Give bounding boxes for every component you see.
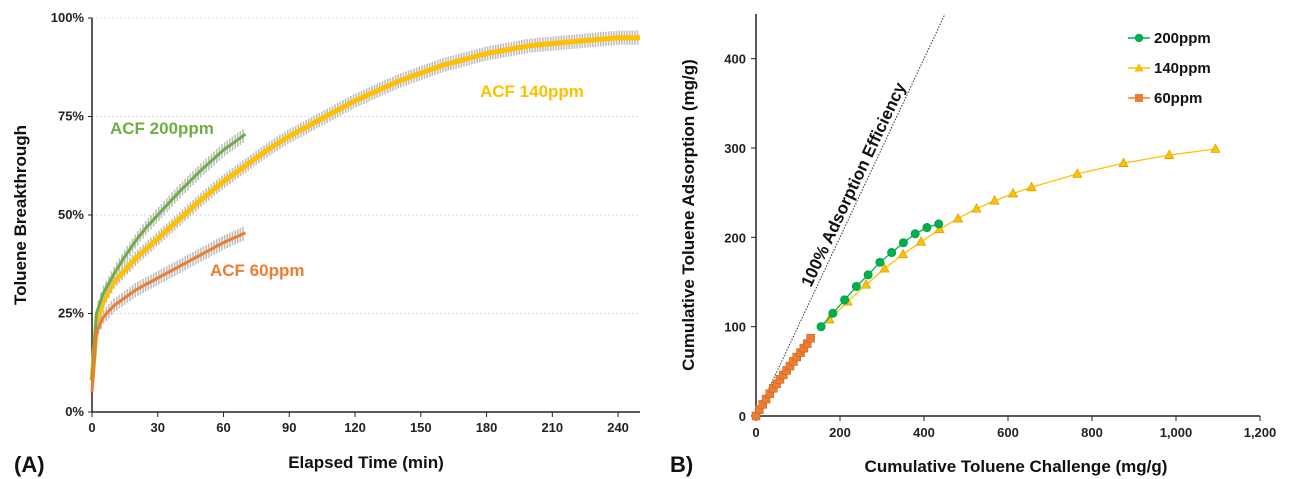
y-tick-label-b: 200 xyxy=(724,230,746,245)
series-line-acf-200ppm xyxy=(90,132,247,381)
y-tick-label-b: 400 xyxy=(724,52,746,67)
x-tick-label-a: 120 xyxy=(344,420,366,435)
x-tick-label-a: 240 xyxy=(607,420,629,435)
marker-140ppm xyxy=(879,262,890,273)
marker-140ppm xyxy=(915,236,927,246)
y-tick-label-a: 75% xyxy=(58,109,84,124)
marker-140ppm xyxy=(1026,181,1037,192)
series-line-acf-60ppm xyxy=(90,231,247,393)
legend-label-60ppm: 60ppm xyxy=(1154,90,1202,107)
y-axis-title-b: Cumulative Toluene Adsorption (mg/g) xyxy=(679,59,698,371)
marker-200ppm xyxy=(816,322,826,332)
marker-200ppm xyxy=(910,229,920,239)
y-tick-label-a: 0% xyxy=(65,404,84,419)
x-tick-label-b: 800 xyxy=(1081,425,1103,440)
marker-140ppm xyxy=(989,195,1000,205)
legend-label-200ppm: 200ppm xyxy=(1154,30,1211,47)
legend-marker-140ppm xyxy=(1134,63,1144,72)
marker-140ppm xyxy=(897,248,909,259)
legend-label-140ppm: 140ppm xyxy=(1154,60,1211,77)
series-annotation-1: ACF 140ppm xyxy=(480,82,584,101)
x-tick-label-b: 600 xyxy=(997,425,1019,440)
x-tick-label-b: 1,200 xyxy=(1244,425,1277,440)
x-tick-label-a: 180 xyxy=(476,420,498,435)
marker-200ppm xyxy=(863,270,873,280)
x-tick-label-a: 90 xyxy=(282,420,296,435)
marker-200ppm xyxy=(828,308,838,318)
marker-140ppm xyxy=(1210,143,1221,153)
marker-200ppm xyxy=(887,248,897,258)
x-tick-label-a: 30 xyxy=(151,420,165,435)
x-tick-label-b: 0 xyxy=(752,425,759,440)
panel-b-chart: 0 100 200 300 400 0 200 400 600 800 1,000 1,200 Cumu… xyxy=(679,13,1277,476)
legend-marker-60ppm xyxy=(1135,94,1143,102)
x-tick-label-b: 400 xyxy=(913,425,935,440)
marker-200ppm xyxy=(875,257,885,267)
marker-60ppm xyxy=(806,334,815,343)
y-tick-label-b: 300 xyxy=(724,141,746,156)
marker-140ppm xyxy=(1007,187,1019,198)
panel-b-label: B) xyxy=(670,452,693,477)
marker-200ppm xyxy=(898,238,908,248)
y-tick-label-a: 100% xyxy=(51,10,85,25)
x-tick-label-a: 0 xyxy=(88,420,95,435)
marker-140ppm xyxy=(934,223,945,234)
series-line-acf-140ppm xyxy=(89,35,640,381)
panel-a-label: (A) xyxy=(14,452,45,477)
series-line-140ppm xyxy=(829,148,1216,320)
series-annotation-0: ACF 200ppm xyxy=(110,119,214,138)
marker-140ppm xyxy=(824,313,835,324)
x-axis-title-b: Cumulative Toluene Challenge (mg/g) xyxy=(865,457,1168,476)
marker-140ppm xyxy=(1072,168,1083,178)
marker-200ppm xyxy=(840,295,850,305)
marker-140ppm xyxy=(952,212,964,223)
marker-200ppm xyxy=(922,223,932,233)
marker-140ppm xyxy=(971,203,982,213)
reference-line-label: 100% Adsorption Efficiency xyxy=(797,79,909,290)
series-annotation-2: ACF 60ppm xyxy=(210,261,304,280)
x-tick-label-a: 150 xyxy=(410,420,432,435)
x-tick-label-b: 200 xyxy=(829,425,851,440)
y-tick-label-a: 50% xyxy=(58,207,84,222)
marker-200ppm xyxy=(934,219,944,229)
marker-200ppm xyxy=(851,281,861,291)
x-axis-title-a: Elapsed Time (min) xyxy=(288,453,444,472)
y-tick-label-a: 25% xyxy=(58,306,84,321)
x-tick-label-a: 210 xyxy=(541,420,563,435)
x-tick-label-b: 1,000 xyxy=(1160,425,1193,440)
marker-140ppm xyxy=(860,279,872,289)
y-tick-label-b: 100 xyxy=(724,320,746,335)
x-tick-label-a: 60 xyxy=(216,420,230,435)
error-bars-0 xyxy=(92,128,244,371)
marker-140ppm xyxy=(1118,157,1129,167)
legend-marker-200ppm xyxy=(1134,33,1144,43)
panel-a-chart: 0% 25% 50% 75% 100% 0 30 60 90 120 150 180 210 240 Ela… xyxy=(11,10,640,472)
marker-140ppm xyxy=(1164,149,1175,159)
y-axis-title-a: Toluene Breakthrough xyxy=(11,125,30,305)
reference-line-100pct xyxy=(755,13,946,417)
y-tick-label-b: 0 xyxy=(739,409,746,424)
